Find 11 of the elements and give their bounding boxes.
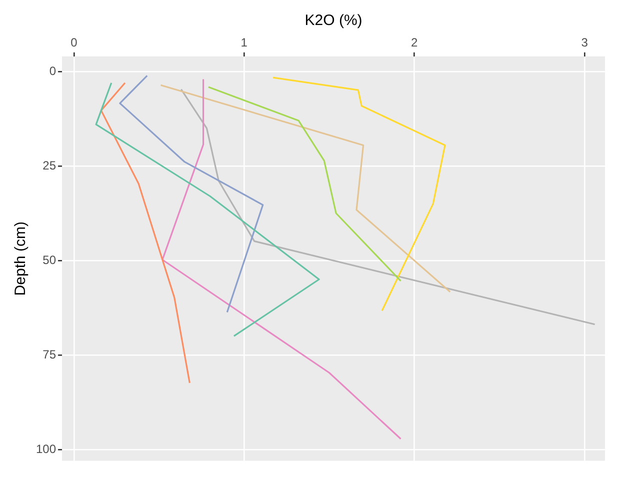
y-tick-label: 75: [42, 347, 56, 362]
x-tick-label: 3: [581, 36, 588, 50]
y-axis-title: Depth (cm): [12, 222, 30, 296]
x-axis-title: K2O (%): [304, 12, 362, 30]
y-tick-label: 100: [36, 442, 56, 456]
x-tick-label: 1: [240, 36, 248, 50]
y-tick-label: 25: [42, 158, 56, 172]
x-tick-label: 2: [411, 36, 418, 50]
x-tick-label: 0: [70, 36, 78, 50]
y-tick-label: 0: [49, 64, 56, 78]
y-tick-label: 50: [42, 252, 56, 267]
